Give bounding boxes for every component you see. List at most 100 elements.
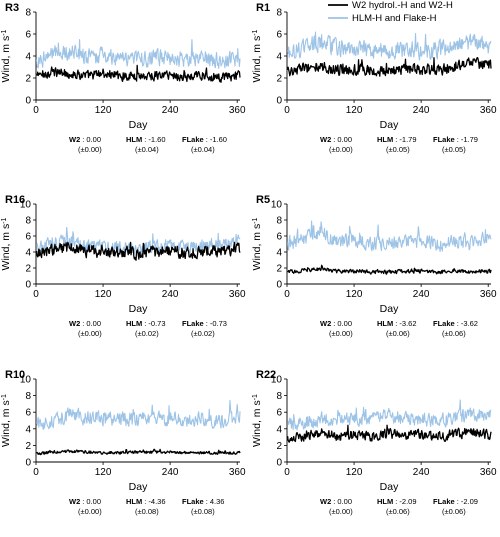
x-tick-label: 120	[95, 105, 112, 116]
x-tick-label: 360	[229, 105, 246, 116]
y-axis-title: Wind, m s-1	[0, 394, 12, 447]
y-tick-label: 2	[25, 441, 31, 452]
x-axis-title: Day	[380, 119, 399, 131]
chart-panel-r5: R5 0 2 4 6 8 10 0 120 240 360 Wind, m s-1 Day W2: 0.0…	[251, 194, 497, 338]
series-line-hlm-flake	[36, 226, 241, 256]
y-axis-title: Wind, m s-1	[0, 29, 12, 82]
y-tick-label: 0	[25, 458, 31, 469]
y-tick-label: 0	[276, 458, 282, 469]
series-line-hlm-flake	[287, 399, 492, 431]
series-line-hlm-flake	[36, 39, 241, 69]
stat-w2: W2: 0.00	[69, 135, 101, 144]
x-tick-label: 360	[480, 467, 497, 478]
x-tick-label: 360	[480, 105, 497, 116]
y-tick-label: 6	[25, 408, 31, 419]
chart-panel-r16: R16 0 2 4 6 8 10 0 120 240 360 Wind, m s-1 Day W2: 0.…	[0, 194, 246, 338]
y-tick-label: 6	[276, 232, 282, 243]
y-tick-label: 4	[25, 248, 31, 259]
stat-w2: W2: 0.00	[69, 497, 101, 506]
stat-sd-hlm: (±0.06)	[386, 329, 410, 338]
legend: W2 hydrol.-H and W2-H HLM-H and Flake-H	[328, 0, 453, 24]
stat-sd-w2: (±0.00)	[329, 145, 353, 154]
x-tick-label: 120	[346, 467, 363, 478]
stat-sd-hlm: (±0.04)	[135, 145, 159, 154]
x-tick-label: 120	[346, 105, 363, 116]
x-tick-label: 0	[33, 289, 39, 300]
panel-title: R1	[256, 2, 270, 14]
x-tick-label: 240	[413, 467, 430, 478]
x-tick-label: 360	[229, 467, 246, 478]
series-line-w2	[286, 424, 492, 443]
stat-hlm: HLM: -0.73	[126, 319, 166, 328]
y-axis-title: Wind, m s-1	[251, 217, 263, 270]
series-line-w2	[287, 264, 492, 275]
y-axis-title: Wind, m s-1	[0, 217, 12, 270]
chart-panel-r10: R10 0 2 4 6 8 10 0 120 240 360 Wind, m s-1 Day W2: 0.…	[0, 369, 246, 516]
y-tick-label: 10	[20, 375, 32, 386]
stat-sd-hlm: (±0.02)	[135, 329, 159, 338]
x-tick-label: 0	[284, 467, 290, 478]
stat-flake: FLake: -0.73	[182, 319, 227, 328]
stat-hlm: HLM: -2.09	[377, 497, 417, 506]
y-axis-title: Wind, m s-1	[251, 394, 263, 447]
x-tick-label: 120	[95, 467, 112, 478]
stat-w2: W2: 0.00	[69, 319, 101, 328]
stat-flake: FLake: -1.60	[182, 135, 227, 144]
panel-title: R10	[5, 369, 25, 381]
stat-sd-w2: (±0.00)	[329, 507, 353, 516]
y-tick-label: 8	[276, 8, 282, 19]
y-tick-label: 6	[25, 232, 31, 243]
y-tick-label: 6	[25, 30, 31, 41]
legend-label: W2 hydrol.-H and W2-H	[352, 0, 453, 11]
y-tick-label: 0	[25, 280, 31, 291]
series-line-w2	[35, 241, 241, 261]
stat-flake: FLake: -1.79	[433, 135, 478, 144]
x-tick-label: 0	[284, 289, 290, 300]
y-tick-label: 4	[276, 424, 282, 435]
stat-sd-hlm: (±0.05)	[386, 145, 410, 154]
y-tick-label: 0	[276, 96, 282, 107]
x-tick-label: 240	[162, 289, 179, 300]
y-tick-label: 4	[25, 424, 31, 435]
legend-label: HLM-H and Flake-H	[352, 13, 437, 24]
y-tick-label: 4	[276, 248, 282, 259]
x-axis-title: Day	[129, 481, 148, 493]
stat-w2: W2: 0.00	[320, 497, 352, 506]
stat-sd-flake: (±0.02)	[191, 329, 215, 338]
y-tick-label: 6	[276, 408, 282, 419]
x-tick-label: 240	[162, 105, 179, 116]
y-tick-label: 2	[276, 441, 282, 452]
stat-sd-w2: (±0.00)	[329, 329, 353, 338]
y-tick-label: 8	[276, 216, 282, 227]
series-line-w2	[36, 448, 241, 456]
stat-flake: FLake: -3.62	[433, 319, 478, 328]
stat-sd-hlm: (±0.06)	[386, 507, 410, 516]
series-line-w2	[36, 64, 241, 83]
x-tick-label: 240	[162, 467, 179, 478]
x-tick-label: 240	[413, 289, 430, 300]
x-tick-label: 360	[480, 289, 497, 300]
x-tick-label: 120	[346, 289, 363, 300]
x-axis-title: Day	[380, 303, 399, 315]
stat-hlm: HLM: -4.36	[126, 497, 166, 506]
panel-title: R5	[256, 194, 270, 206]
y-tick-label: 10	[271, 375, 283, 386]
y-tick-label: 2	[25, 74, 31, 85]
y-tick-label: 8	[276, 391, 282, 402]
x-axis-title: Day	[129, 119, 148, 131]
y-tick-label: 8	[25, 8, 31, 19]
y-tick-label: 0	[25, 96, 31, 107]
y-tick-label: 8	[25, 216, 31, 227]
series-line-w2	[286, 56, 492, 77]
stat-w2: W2: 0.00	[320, 135, 352, 144]
x-tick-label: 0	[33, 467, 39, 478]
stat-flake: FLake: -2.09	[433, 497, 478, 506]
stat-hlm: HLM: -1.60	[126, 135, 166, 144]
stat-sd-flake: (±0.08)	[191, 507, 215, 516]
y-tick-label: 8	[25, 391, 31, 402]
stat-sd-flake: (±0.06)	[442, 329, 466, 338]
y-tick-label: 0	[276, 280, 282, 291]
stat-sd-hlm: (±0.08)	[135, 507, 159, 516]
